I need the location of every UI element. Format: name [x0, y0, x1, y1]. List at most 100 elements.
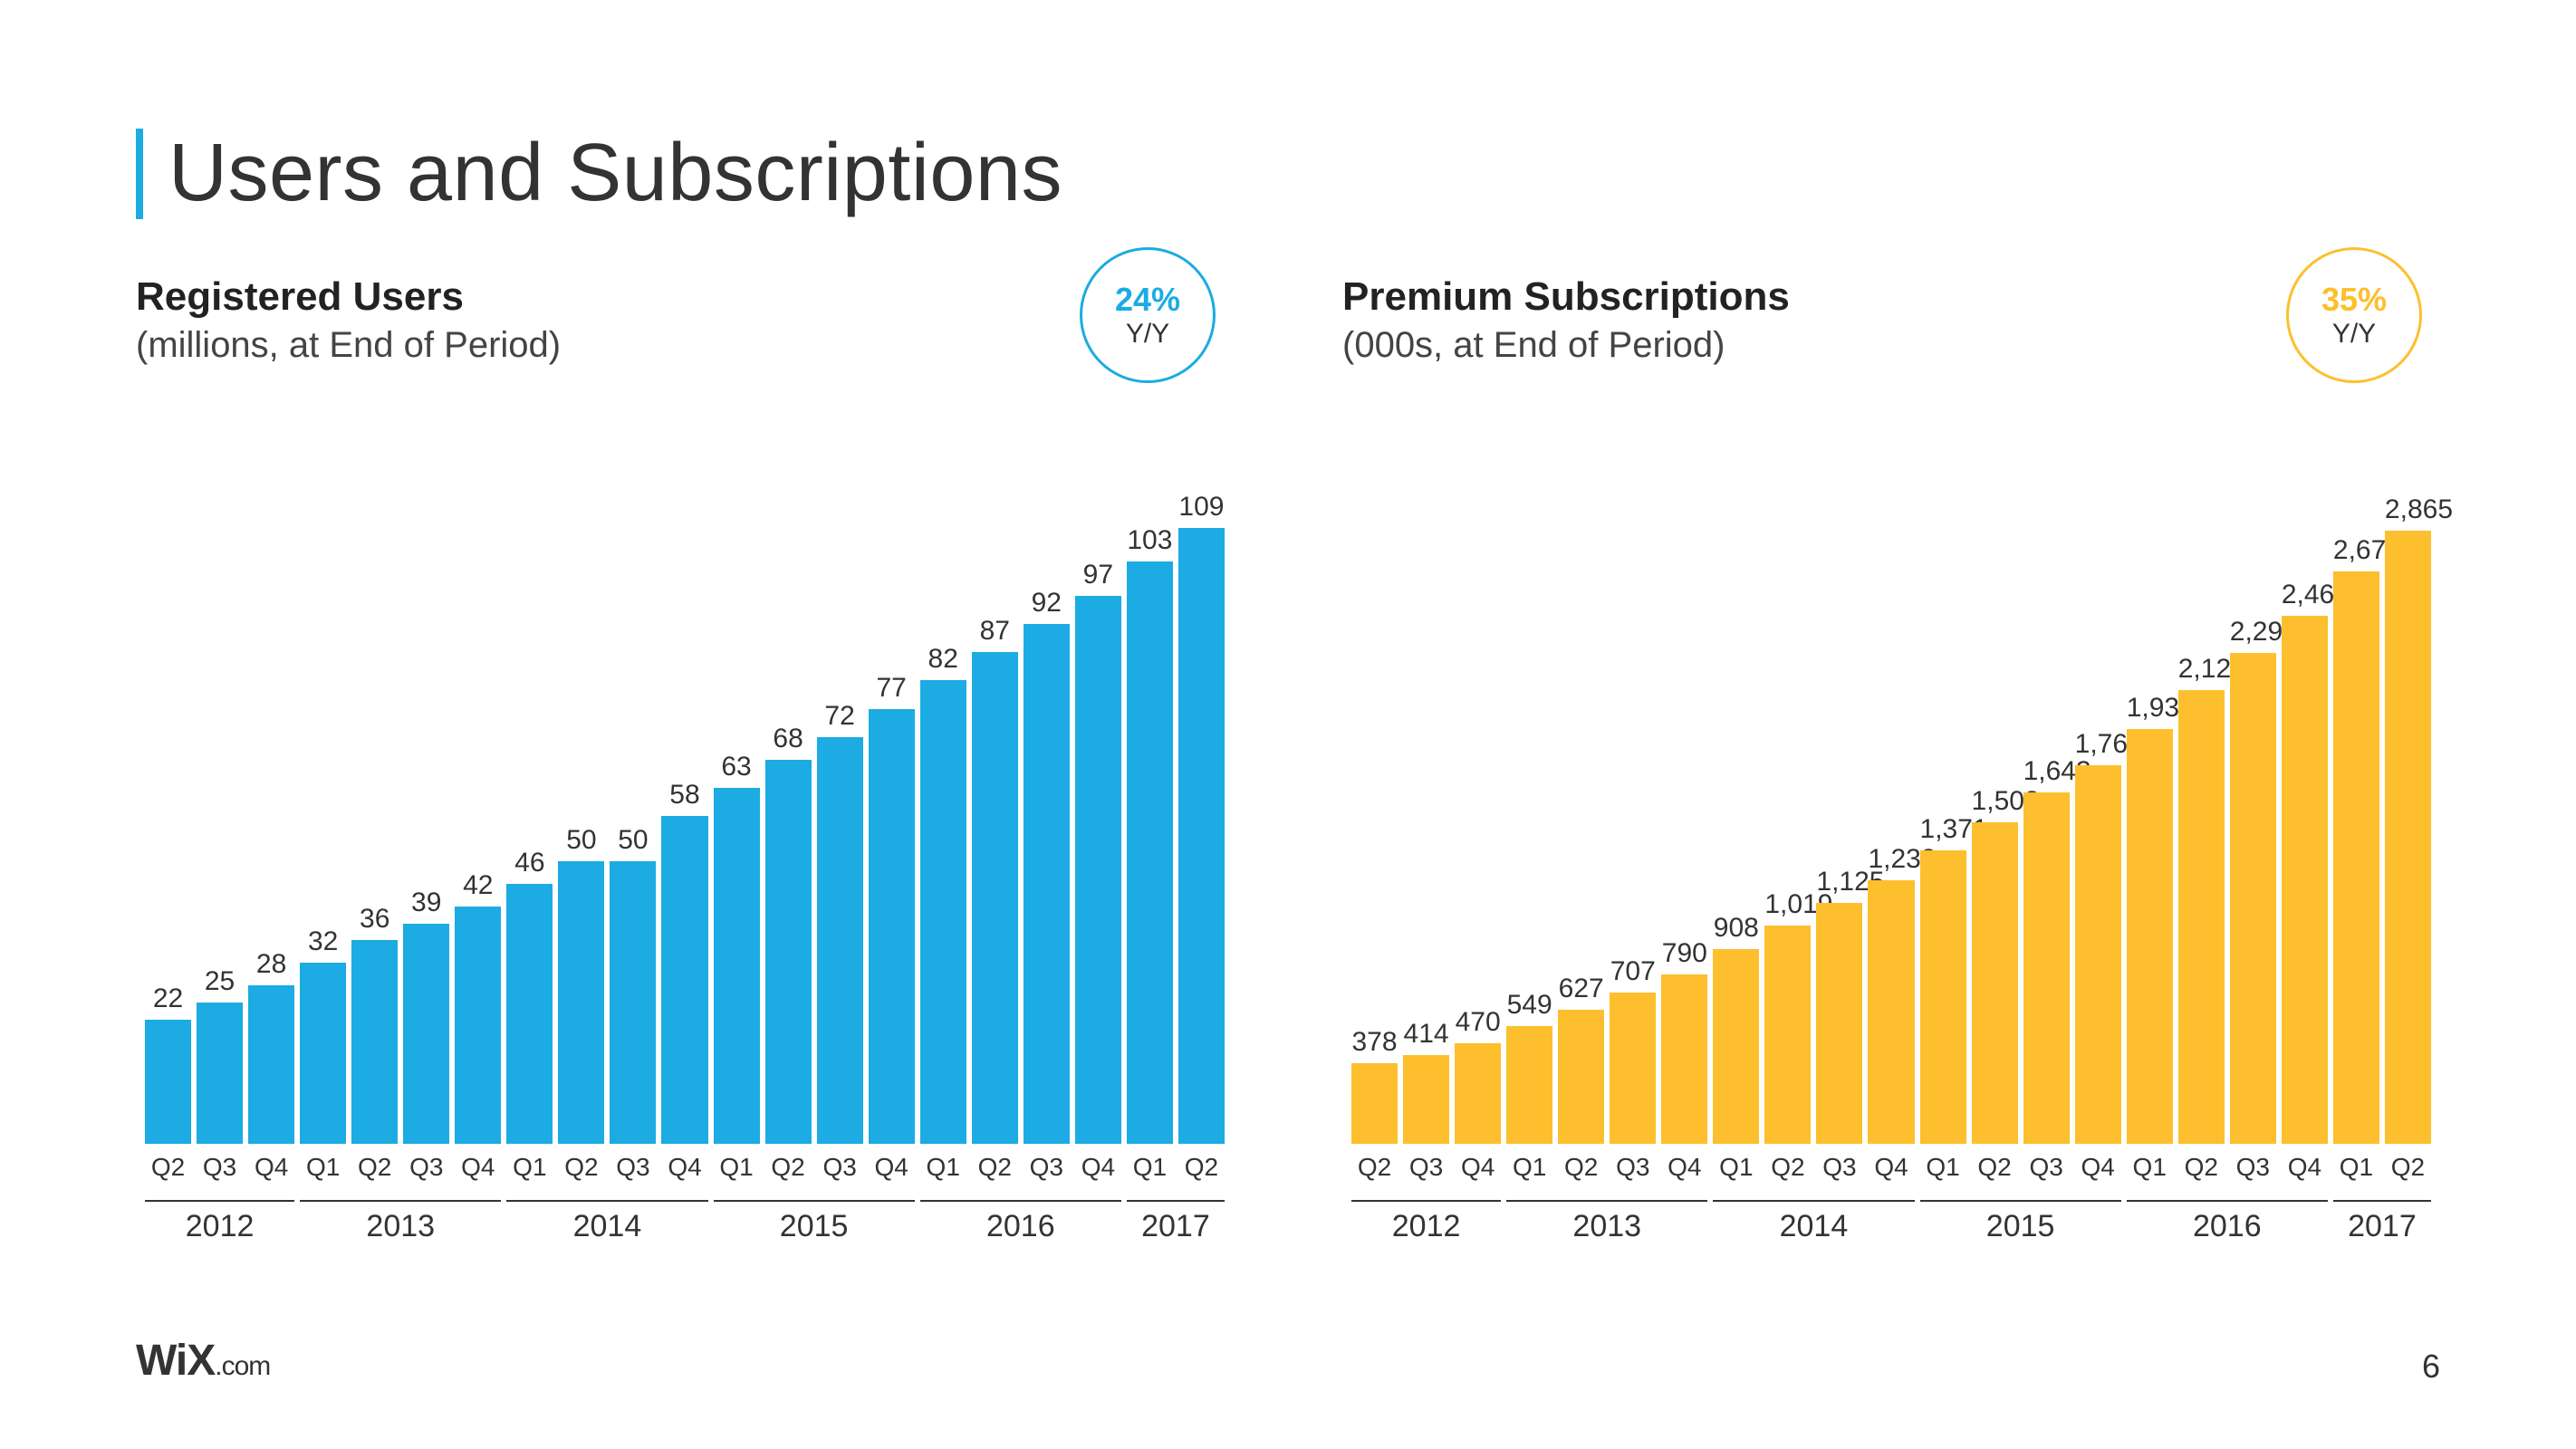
x-year-label: 2014 [506, 1209, 707, 1244]
chart-title-left: Registered Users [136, 274, 1234, 320]
chart-subtitle-right: (000s, at End of Period) [1342, 325, 2440, 366]
yoy-badge-pct-left: 24% [1115, 281, 1180, 319]
wix-logo: WiX.com [136, 1336, 270, 1386]
x-year-label: 2012 [1351, 1209, 1501, 1244]
x-quarter-label: Q2 [2385, 1153, 2431, 1182]
x-year-label: 2013 [1506, 1209, 1707, 1244]
bar-fill [2230, 653, 2276, 1144]
x-quarter-label: Q3 [1610, 1153, 1656, 1182]
bar-fill [1661, 974, 1707, 1144]
bar: 82 [920, 680, 966, 1144]
x-quarter-label: Q2 [1558, 1153, 1604, 1182]
x-years-left: 201220132014201520162017 [136, 1200, 1234, 1245]
bar-fill [2178, 690, 2225, 1144]
bar-fill [558, 861, 604, 1144]
x-quarter-label: Q3 [1816, 1153, 1862, 1182]
bar: 1,125 [1816, 903, 1862, 1144]
bar-fill [1713, 949, 1759, 1144]
x-year-label: 2016 [2127, 1209, 2328, 1244]
bar: 42 [455, 907, 501, 1144]
x-quarter-label: Q1 [714, 1153, 760, 1182]
x-year-group: 2017 [2333, 1200, 2431, 1244]
bar-value-label: 1,503 [1972, 786, 2018, 817]
bar: 470 [1455, 1043, 1501, 1144]
title-accent-bar [136, 129, 143, 219]
bar: 87 [972, 652, 1018, 1144]
bar-fill [1868, 880, 1914, 1144]
bar: 58 [661, 816, 707, 1144]
x-quarter-label: Q3 [2023, 1153, 2070, 1182]
bar-value-label: 1,019 [1764, 889, 1811, 920]
x-quarter-label: Q2 [1351, 1153, 1398, 1182]
bar-value-label: 707 [1610, 956, 1656, 987]
bar-value-label: 790 [1661, 938, 1707, 969]
x-quarter-label: Q4 [248, 1153, 294, 1182]
bar-value-label: 908 [1713, 913, 1759, 944]
x-quarter-label: Q1 [1713, 1153, 1759, 1182]
bar: 2,465 [2282, 616, 2328, 1144]
x-quarter-label: Q3 [197, 1153, 243, 1182]
bar-value-label: 97 [1075, 560, 1121, 590]
x-year-group: 2013 [300, 1200, 501, 1244]
x-year-group: 2014 [1713, 1200, 1914, 1244]
bar-fill [1455, 1043, 1501, 1144]
registered-users-chart: Registered Users (millions, at End of Pe… [136, 274, 1234, 1245]
bar-value-label: 470 [1455, 1007, 1501, 1038]
bar: 2,865 [2385, 531, 2431, 1144]
bar: 103 [1127, 561, 1173, 1144]
bar-value-label: 82 [920, 644, 966, 675]
x-year-label: 2014 [1713, 1209, 1914, 1244]
bar-value-label: 627 [1558, 974, 1604, 1004]
bar-value-label: 109 [1178, 492, 1225, 523]
x-year-group: 2012 [1351, 1200, 1501, 1244]
bar: 2,294 [2230, 653, 2276, 1144]
bar-value-label: 1,233 [1868, 844, 1914, 875]
x-year-group: 2014 [506, 1200, 707, 1244]
x-year-label: 2015 [1920, 1209, 2121, 1244]
bar-value-label: 25 [197, 966, 243, 997]
slide: Users and Subscriptions Registered Users… [0, 0, 2576, 1449]
bar-value-label: 36 [351, 904, 398, 935]
slide-title: Users and Subscriptions [168, 127, 1062, 220]
chart-subtitle-left: (millions, at End of Period) [136, 325, 1234, 366]
x-year-line [1351, 1200, 1501, 1202]
bar: 549 [1506, 1026, 1552, 1144]
bar-fill [1558, 1010, 1604, 1144]
bar-value-label: 63 [714, 752, 760, 782]
x-year-group: 2015 [714, 1200, 915, 1244]
bar-value-label: 68 [765, 724, 812, 754]
x-year-group: 2013 [1506, 1200, 1707, 1244]
bar: 1,643 [2023, 792, 2070, 1144]
bar: 63 [714, 788, 760, 1144]
x-quarter-label: Q2 [1178, 1153, 1225, 1182]
bar-value-label: 1,767 [2075, 729, 2121, 760]
x-quarter-label: Q2 [558, 1153, 604, 1182]
bar-fill [817, 737, 863, 1144]
bar-value-label: 2,294 [2230, 617, 2276, 648]
bar: 1,503 [1972, 822, 2018, 1144]
bar-fill [1972, 822, 2018, 1144]
page-number: 6 [2422, 1348, 2440, 1386]
x-year-label: 2016 [920, 1209, 1121, 1244]
bar-value-label: 50 [558, 825, 604, 856]
x-quarters-left: Q2Q3Q4Q1Q2Q3Q4Q1Q2Q3Q4Q1Q2Q3Q4Q1Q2Q3Q4Q1… [136, 1153, 1234, 1182]
x-quarter-label: Q1 [920, 1153, 966, 1182]
bar-fill [661, 816, 707, 1144]
x-quarter-label: Q2 [145, 1153, 191, 1182]
x-year-line [506, 1200, 707, 1202]
x-quarter-label: Q3 [2230, 1153, 2276, 1182]
x-quarter-label: Q1 [2333, 1153, 2379, 1182]
x-year-line [2127, 1200, 2328, 1202]
bar: 97 [1075, 596, 1121, 1144]
bar-value-label: 2,673 [2333, 535, 2379, 566]
bar-fill [1764, 926, 1811, 1144]
x-year-label: 2012 [145, 1209, 294, 1244]
bar-fill [2282, 616, 2328, 1144]
bar-value-label: 72 [817, 701, 863, 732]
bar-fill [248, 985, 294, 1144]
bar-value-label: 87 [972, 616, 1018, 647]
bar-fill [2075, 765, 2121, 1144]
yoy-badge-yy-left: Y/Y [1126, 319, 1169, 350]
x-year-line [1713, 1200, 1914, 1202]
bar-value-label: 1,938 [2127, 693, 2173, 724]
